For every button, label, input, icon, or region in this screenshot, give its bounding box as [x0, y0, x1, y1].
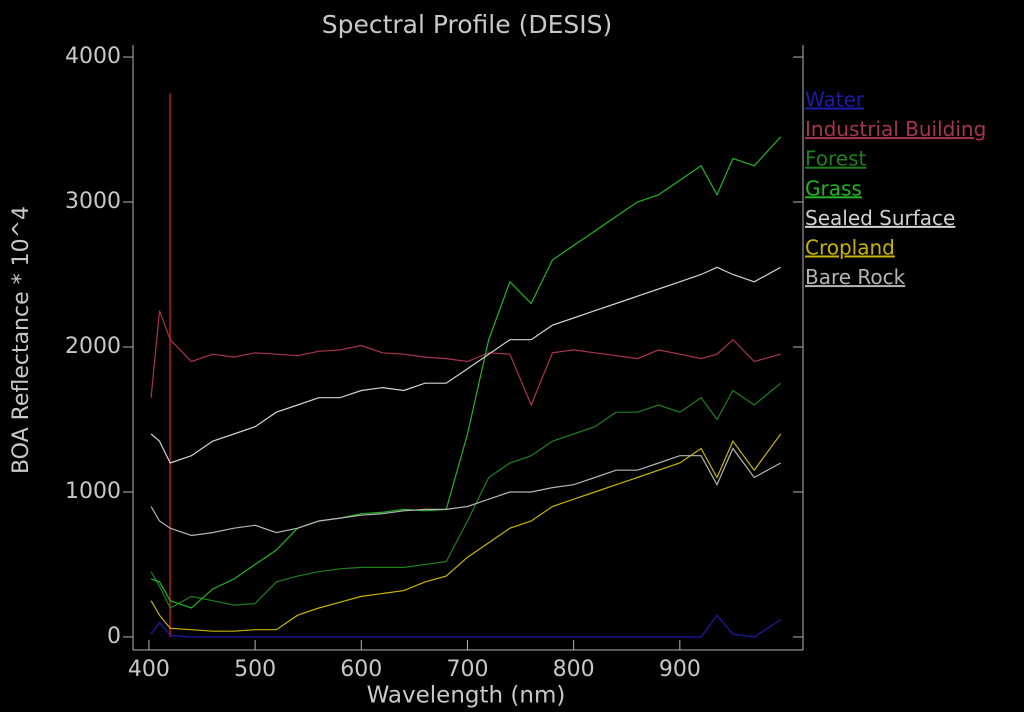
legend-entry: Bare Rock: [805, 265, 906, 289]
y-tick-label: 1000: [65, 479, 121, 504]
x-tick-label: 800: [553, 657, 595, 682]
series-line: [150, 136, 782, 609]
series-line: [150, 310, 781, 407]
y-tick-label: 0: [107, 624, 121, 649]
legend-entry: Grass: [805, 176, 862, 200]
y-tick-label: 2000: [65, 334, 121, 359]
x-tick-label: 700: [446, 657, 488, 682]
series-line: [150, 614, 782, 638]
legend-entry: Water: [805, 88, 865, 112]
x-tick-label: 500: [234, 657, 276, 682]
chart-title: Spectral Profile (DESIS): [322, 10, 613, 39]
y-tick-label: 3000: [65, 189, 121, 214]
series-line: [150, 266, 781, 464]
x-tick-label: 600: [340, 657, 382, 682]
legend-entry: Forest: [805, 147, 867, 171]
x-tick-label: 400: [128, 657, 170, 682]
legend-entry: Industrial Building: [805, 117, 986, 141]
x-tick-label: 900: [659, 657, 701, 682]
series-line: [150, 382, 782, 609]
y-axis-label: BOA Reflectance * 10^4: [9, 206, 34, 474]
x-axis-label: Wavelength (nm): [367, 683, 566, 709]
series-line: [150, 447, 781, 537]
legend-entry: Cropland: [805, 236, 895, 260]
series-line: [150, 433, 782, 632]
y-tick-label: 4000: [65, 44, 121, 69]
legend-entry: Sealed Surface: [805, 206, 955, 230]
